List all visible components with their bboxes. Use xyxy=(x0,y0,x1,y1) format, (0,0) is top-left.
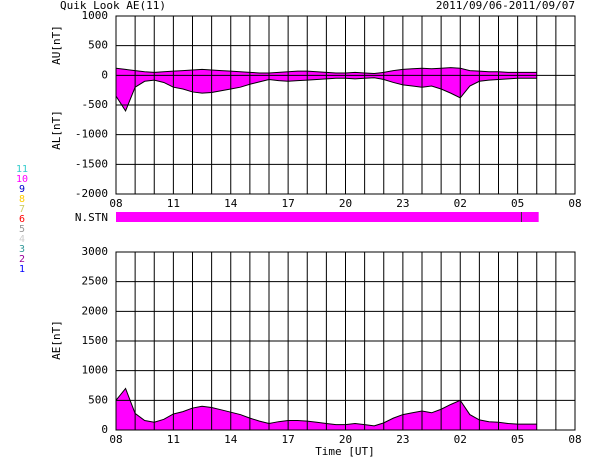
y-tick-label: -1000 xyxy=(75,128,108,141)
y-tick-label: 1500 xyxy=(82,334,109,347)
y-axis-label: AL[nT] xyxy=(50,110,63,150)
area xyxy=(116,75,537,111)
x-tick-label: 17 xyxy=(282,197,295,210)
area xyxy=(116,67,537,76)
x-tick-label: 23 xyxy=(396,433,409,446)
station-label: 4 xyxy=(19,234,25,245)
y-tick-label: 3000 xyxy=(82,245,109,258)
y-tick-label: -2000 xyxy=(75,187,108,200)
x-tick-label: 05 xyxy=(511,197,524,210)
y-tick-label: 2000 xyxy=(82,304,109,317)
x-tick-label: 14 xyxy=(224,197,238,210)
x-tick-label: 23 xyxy=(396,197,409,210)
y-axis-label: AE[nT] xyxy=(50,320,63,360)
y-tick-label: 0 xyxy=(101,68,108,81)
x-tick-label: 20 xyxy=(339,433,352,446)
x-tick-label: 08 xyxy=(109,197,122,210)
station-label: 7 xyxy=(19,204,25,215)
x-tick-label: 02 xyxy=(454,197,467,210)
plot-frame xyxy=(115,15,576,195)
y-tick-label: 0 xyxy=(101,423,108,436)
y-tick-label: 1000 xyxy=(82,364,109,377)
x-tick-label: 11 xyxy=(167,197,180,210)
y-tick-label: 500 xyxy=(88,39,108,52)
station-label: 10 xyxy=(16,174,28,185)
x-tick-label: 05 xyxy=(511,433,524,446)
x-tick-label: 08 xyxy=(568,197,581,210)
x-tick-label: 17 xyxy=(282,433,295,446)
chart-title: Quik Look AE(11) xyxy=(60,0,166,12)
station-label: 9 xyxy=(19,184,25,195)
date-range: 2011/09/06-2011/09/07 xyxy=(436,0,575,12)
station-label: 8 xyxy=(19,194,25,205)
station-label: 1 xyxy=(19,264,25,275)
y-tick-label: 2500 xyxy=(82,275,109,288)
x-tick-label: 11 xyxy=(167,433,180,446)
station-label: 2 xyxy=(19,254,25,265)
x-tick-label: 02 xyxy=(454,433,467,446)
nstn-label: N.STN xyxy=(75,211,108,224)
y-axis-label: AU[nT] xyxy=(50,25,63,65)
nstn-bar xyxy=(116,212,539,222)
station-label: 5 xyxy=(19,224,25,235)
area xyxy=(116,388,537,430)
y-tick-label: -500 xyxy=(82,98,109,111)
plot-frame xyxy=(115,251,576,431)
x-tick-label: 08 xyxy=(109,433,122,446)
x-axis-label: Time [UT] xyxy=(315,445,375,458)
x-tick-label: 08 xyxy=(568,433,581,446)
station-label: 3 xyxy=(19,244,25,255)
y-tick-label: 1000 xyxy=(82,9,109,22)
x-tick-label: 20 xyxy=(339,197,352,210)
y-tick-label: 500 xyxy=(88,393,108,406)
station-label: 11 xyxy=(16,164,28,175)
x-tick-label: 14 xyxy=(224,433,238,446)
y-tick-label: -1500 xyxy=(75,157,108,170)
station-label: 6 xyxy=(19,214,25,225)
